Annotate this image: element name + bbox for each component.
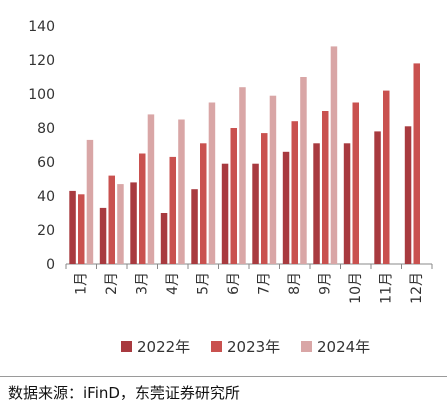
x-tick-label: 1月 <box>73 272 89 295</box>
bar-2024年-4月 <box>178 119 185 264</box>
bar-2023年-9月 <box>322 111 329 264</box>
bar-2022年-7月 <box>252 163 259 264</box>
bar-2022年-4月 <box>160 213 168 264</box>
legend-label: 2022年 <box>137 338 190 356</box>
bar-2023年-12月 <box>413 63 420 265</box>
bar-2024年-5月 <box>208 102 216 264</box>
legend-label: 2024年 <box>317 338 370 356</box>
bar-2024年-8月 <box>300 77 307 264</box>
x-tick-label: 6月 <box>226 272 242 295</box>
bar-2024年-6月 <box>239 87 246 264</box>
legend-swatch <box>301 341 312 352</box>
bar-2023年-11月 <box>383 90 390 264</box>
bar-2022年-10月 <box>343 143 351 264</box>
bar-2022年-2月 <box>99 207 107 264</box>
y-tick-label: 80 <box>37 121 55 137</box>
bar-2022年-11月 <box>374 131 381 264</box>
legend-label: 2023年 <box>227 338 280 356</box>
bar-2023年-6月 <box>230 128 237 264</box>
bars <box>69 46 420 265</box>
y-tick-label: 60 <box>37 155 55 171</box>
bar-2023年-2月 <box>108 175 115 264</box>
bar-2023年-8月 <box>291 121 298 264</box>
bar-2022年-12月 <box>404 126 412 264</box>
y-tick-label: 100 <box>28 87 55 103</box>
bar-2024年-9月 <box>330 46 338 265</box>
y-tick-label: 0 <box>46 257 55 273</box>
y-tick-label: 120 <box>28 53 55 69</box>
y-tick-label: 140 <box>28 19 55 35</box>
bar-2024年-1月 <box>86 139 94 264</box>
bar-2023年-3月 <box>139 153 146 264</box>
x-axis: 1月 2月 3月 4月 5月 6月 7月 8月 9月 10月 11月 12月 <box>65 263 433 304</box>
source-note: 数据来源：iFinD，东莞证券研究所 <box>8 384 240 402</box>
x-tick-label: 7月 <box>256 272 272 295</box>
bar-2023年-10月 <box>352 102 359 264</box>
x-tick-label: 12月 <box>409 272 425 304</box>
x-tick-label: 9月 <box>317 272 333 295</box>
y-tick-label: 20 <box>37 223 55 239</box>
bar-2022年-8月 <box>282 151 290 264</box>
x-tick-label: 8月 <box>287 272 303 295</box>
bar-2024年-2月 <box>117 184 124 264</box>
bar-2022年-9月 <box>313 143 320 264</box>
legend: 2022年 2023年 2024年 <box>121 338 370 356</box>
x-tick-label: 10月 <box>348 272 364 304</box>
x-tick-label: 11月 <box>378 272 394 304</box>
x-tick-label: 4月 <box>165 272 181 295</box>
bar-2022年-5月 <box>191 189 198 264</box>
legend-swatch <box>121 341 132 352</box>
bar-2023年-7月 <box>261 133 268 264</box>
x-tick-label: 2月 <box>104 272 120 295</box>
x-tick-label: 3月 <box>134 272 150 295</box>
bar-2024年-3月 <box>147 114 155 265</box>
bar-chart: 0 20 40 60 80 100 120 140 1月 2月 3月 4月 5月 6月 7月 8月 9月 10月… <box>28 19 433 356</box>
x-tick-label: 5月 <box>195 272 211 295</box>
y-axis: 0 20 40 60 80 100 120 140 <box>28 19 55 273</box>
source-divider <box>0 376 447 377</box>
bar-2022年-1月 <box>69 190 76 264</box>
bar-2023年-5月 <box>200 143 207 264</box>
legend-swatch <box>211 341 222 352</box>
bar-2024年-7月 <box>269 95 277 264</box>
y-tick-label: 40 <box>37 189 55 205</box>
bar-2022年-6月 <box>221 163 229 264</box>
bar-2023年-1月 <box>78 194 85 264</box>
bar-2022年-3月 <box>130 182 137 264</box>
bar-2023年-4月 <box>169 156 176 264</box>
